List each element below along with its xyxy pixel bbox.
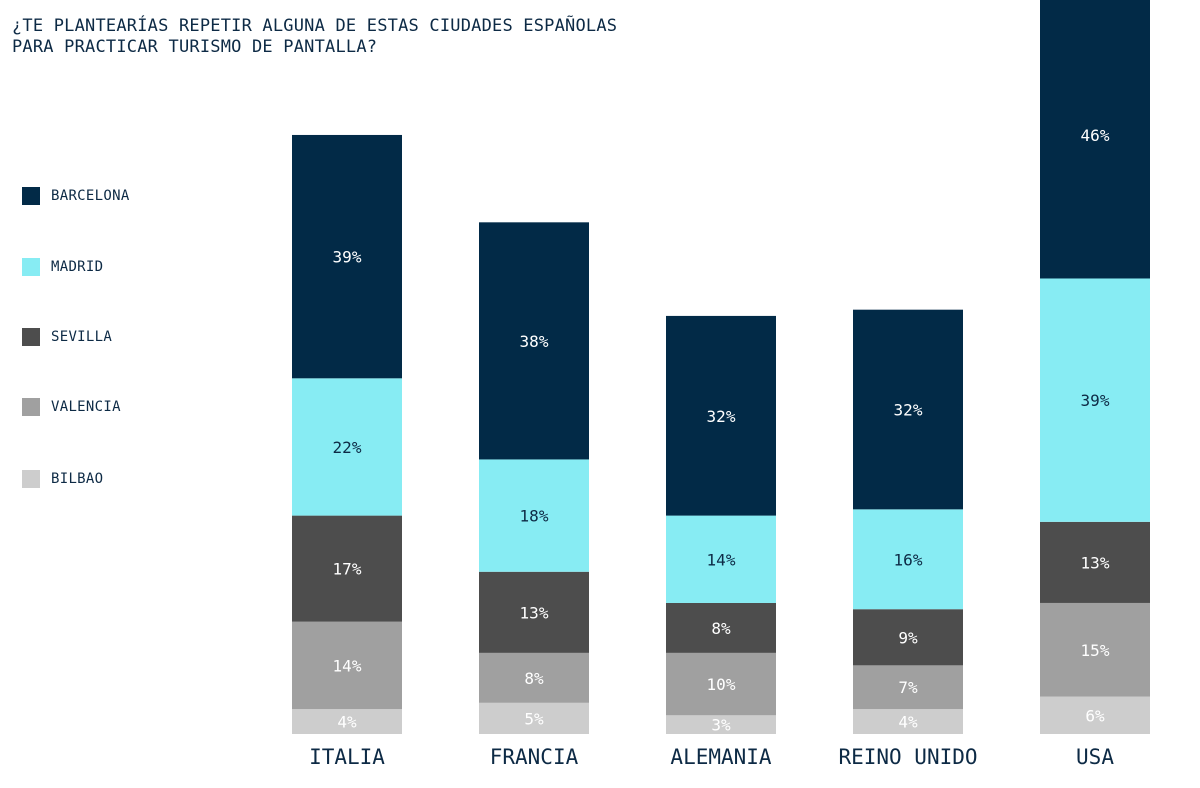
chart-title: ¿TE PLANTEARÍAS REPETIR ALGUNA DE ESTAS … (12, 16, 617, 58)
legend-item-bilbao: BILBAO (22, 470, 182, 488)
data-label-francia-barcelona: 38% (520, 332, 549, 351)
legend-swatch-valencia (22, 398, 40, 416)
legend-item-valencia: VALENCIA (22, 398, 182, 416)
data-label-usa-bilbao: 6% (1085, 706, 1105, 725)
data-label-alemania-barcelona: 32% (707, 407, 736, 426)
data-label-alemania-bilbao: 3% (711, 716, 731, 735)
category-label-reino-unido: REINO UNIDO (838, 745, 977, 769)
data-label-usa-valencia: 15% (1081, 641, 1110, 660)
bar-segment-francia-bilbao (479, 702, 589, 734)
data-label-usa-barcelona: 46% (1081, 126, 1110, 145)
data-label-alemania-valencia: 10% (707, 675, 736, 694)
bar-segment-italia-madrid (292, 378, 402, 516)
legend-swatch-barcelona (22, 187, 40, 205)
data-label-italia-madrid: 22% (333, 438, 362, 457)
legend-swatch-bilbao (22, 470, 40, 488)
bar-segment-francia-sevilla (479, 571, 589, 653)
legend-label-madrid: MADRID (51, 259, 104, 275)
data-label-francia-madrid: 18% (520, 507, 549, 526)
bar-segment-francia-valencia (479, 652, 589, 703)
bar-segment-alemania-madrid (666, 515, 776, 603)
bar-segment-alemania-valencia (666, 652, 776, 716)
bar-segment-usa-valencia (1040, 602, 1150, 697)
bar-group-usa: 6% 15% 13% 39% 46% USA (1040, 0, 1150, 769)
data-label-alemania-madrid: 14% (707, 550, 736, 569)
chart-title-line-2: PARA PRACTICAR TURISMO DE PANTALLA? (12, 37, 378, 57)
legend-label-sevilla: SEVILLA (51, 329, 113, 345)
bar-segment-reino-unido-bilbao (853, 709, 963, 734)
data-label-francia-valencia: 8% (524, 669, 544, 688)
legend-item-barcelona: BARCELONA (22, 187, 182, 205)
data-label-reino-unido-bilbao: 4% (898, 713, 918, 732)
bar-segment-alemania-sevilla (666, 602, 776, 653)
data-label-italia-sevilla: 17% (333, 560, 362, 579)
bar-segment-italia-sevilla (292, 515, 402, 622)
category-label-francia: FRANCIA (490, 745, 579, 769)
bar-segment-usa-madrid (1040, 278, 1150, 522)
bar-segment-reino-unido-valencia (853, 665, 963, 710)
bar-group-alemania: 3% 10% 8% 14% 32% ALEMANIA (666, 315, 776, 769)
bar-group-francia: 5% 8% 13% 18% 38% FRANCIA (479, 222, 589, 769)
bar-segment-usa-sevilla (1040, 521, 1150, 603)
data-label-alemania-sevilla: 8% (711, 619, 731, 638)
legend-item-madrid: MADRID (22, 258, 182, 276)
bar-segment-alemania-barcelona (666, 315, 776, 516)
legend-swatch-sevilla (22, 328, 40, 346)
data-label-usa-madrid: 39% (1081, 391, 1110, 410)
bar-segment-usa-barcelona (1040, 0, 1150, 279)
category-label-italia: ITALIA (309, 745, 385, 769)
data-label-usa-sevilla: 13% (1081, 553, 1110, 572)
chart-title-line-1: ¿TE PLANTEARÍAS REPETIR ALGUNA DE ESTAS … (12, 16, 618, 36)
bar-segment-francia-madrid (479, 459, 589, 572)
bar-segment-usa-bilbao (1040, 696, 1150, 734)
bar-group-italia: 4% 14% 17% 22% 39% ITALIA (292, 134, 402, 769)
bar-segment-italia-barcelona (292, 134, 402, 379)
bar-segment-reino-unido-barcelona (853, 309, 963, 510)
bar-segment-italia-bilbao (292, 709, 402, 734)
data-label-italia-valencia: 14% (333, 656, 362, 675)
category-label-alemania: ALEMANIA (670, 745, 772, 769)
data-label-italia-barcelona: 39% (333, 248, 362, 267)
data-label-reino-unido-madrid: 16% (894, 550, 923, 569)
bar-group-reino-unido: 4% 7% 9% 16% 32% REINO UNIDO (838, 309, 978, 769)
data-label-reino-unido-valencia: 7% (898, 678, 918, 697)
bar-segment-reino-unido-sevilla (853, 609, 963, 666)
legend-label-valencia: VALENCIA (51, 399, 121, 415)
bar-segment-alemania-bilbao (666, 715, 776, 734)
legend-label-bilbao: BILBAO (51, 471, 104, 487)
data-label-francia-sevilla: 13% (520, 603, 549, 622)
data-label-italia-bilbao: 4% (337, 713, 357, 732)
legend-label-barcelona: BARCELONA (51, 188, 130, 204)
data-label-reino-unido-barcelona: 32% (894, 401, 923, 420)
category-label-usa: USA (1076, 745, 1114, 769)
bar-segment-reino-unido-madrid (853, 509, 963, 610)
legend-item-sevilla: SEVILLA (22, 328, 182, 346)
data-label-reino-unido-sevilla: 9% (898, 628, 918, 647)
legend-swatch-madrid (22, 258, 40, 276)
data-label-francia-bilbao: 5% (524, 709, 544, 728)
bar-segment-francia-barcelona (479, 222, 589, 460)
bar-segment-italia-valencia (292, 621, 402, 710)
